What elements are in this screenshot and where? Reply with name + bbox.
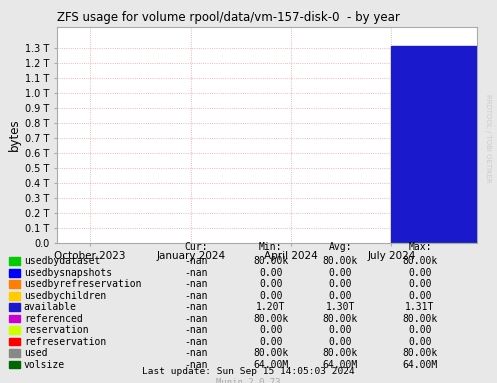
Text: 0.00: 0.00 <box>408 268 432 278</box>
Text: 80.00k: 80.00k <box>253 314 288 324</box>
Text: 0.00: 0.00 <box>259 268 283 278</box>
Text: 1.31T: 1.31T <box>405 302 435 312</box>
Text: usedbychildren: usedbychildren <box>24 291 106 301</box>
Text: reservation: reservation <box>24 325 88 335</box>
Text: used: used <box>24 348 47 358</box>
Text: usedbyrefreservation: usedbyrefreservation <box>24 279 141 289</box>
Text: -nan: -nan <box>184 279 208 289</box>
Text: 80.00k: 80.00k <box>323 256 358 266</box>
Text: ZFS usage for volume rpool/data/vm-157-disk-0  - by year: ZFS usage for volume rpool/data/vm-157-d… <box>57 11 400 24</box>
Text: 1.30T: 1.30T <box>326 302 355 312</box>
Text: 64.00M: 64.00M <box>253 360 288 370</box>
Text: 0.00: 0.00 <box>408 291 432 301</box>
Text: 0.00: 0.00 <box>408 279 432 289</box>
Text: -nan: -nan <box>184 360 208 370</box>
Bar <box>391 46 477 243</box>
Text: 80.00k: 80.00k <box>253 256 288 266</box>
Text: 64.00M: 64.00M <box>323 360 358 370</box>
Text: 0.00: 0.00 <box>329 325 352 335</box>
Text: usedbydataset: usedbydataset <box>24 256 100 266</box>
Text: Max:: Max: <box>408 242 432 252</box>
Text: Munin 2.0.73: Munin 2.0.73 <box>216 378 281 383</box>
Text: 64.00M: 64.00M <box>403 360 437 370</box>
Text: 0.00: 0.00 <box>329 291 352 301</box>
Text: RRDTOOL / TOBI OETIKER: RRDTOOL / TOBI OETIKER <box>485 93 491 182</box>
Text: -nan: -nan <box>184 314 208 324</box>
Text: 0.00: 0.00 <box>329 279 352 289</box>
Text: 80.00k: 80.00k <box>403 348 437 358</box>
Text: 80.00k: 80.00k <box>323 348 358 358</box>
Text: -nan: -nan <box>184 348 208 358</box>
Text: Cur:: Cur: <box>184 242 208 252</box>
Text: volsize: volsize <box>24 360 65 370</box>
Text: 0.00: 0.00 <box>329 337 352 347</box>
Text: 0.00: 0.00 <box>259 337 283 347</box>
Text: available: available <box>24 302 77 312</box>
Text: 80.00k: 80.00k <box>403 314 437 324</box>
Text: Min:: Min: <box>259 242 283 252</box>
Text: 80.00k: 80.00k <box>253 348 288 358</box>
Text: 0.00: 0.00 <box>408 337 432 347</box>
Text: -nan: -nan <box>184 325 208 335</box>
Text: refreservation: refreservation <box>24 337 106 347</box>
Text: -nan: -nan <box>184 256 208 266</box>
Text: 1.20T: 1.20T <box>256 302 286 312</box>
Text: 0.00: 0.00 <box>259 291 283 301</box>
Text: referenced: referenced <box>24 314 83 324</box>
Text: 80.00k: 80.00k <box>403 256 437 266</box>
Text: -nan: -nan <box>184 291 208 301</box>
Y-axis label: bytes: bytes <box>8 119 21 151</box>
Text: 0.00: 0.00 <box>408 325 432 335</box>
Text: -nan: -nan <box>184 268 208 278</box>
Text: -nan: -nan <box>184 337 208 347</box>
Text: 0.00: 0.00 <box>259 279 283 289</box>
Text: 0.00: 0.00 <box>259 325 283 335</box>
Text: 80.00k: 80.00k <box>323 314 358 324</box>
Text: Last update: Sun Sep 15 14:05:03 2024: Last update: Sun Sep 15 14:05:03 2024 <box>142 367 355 376</box>
Text: usedbysnapshots: usedbysnapshots <box>24 268 112 278</box>
Text: Avg:: Avg: <box>329 242 352 252</box>
Text: -nan: -nan <box>184 302 208 312</box>
Text: 0.00: 0.00 <box>329 268 352 278</box>
